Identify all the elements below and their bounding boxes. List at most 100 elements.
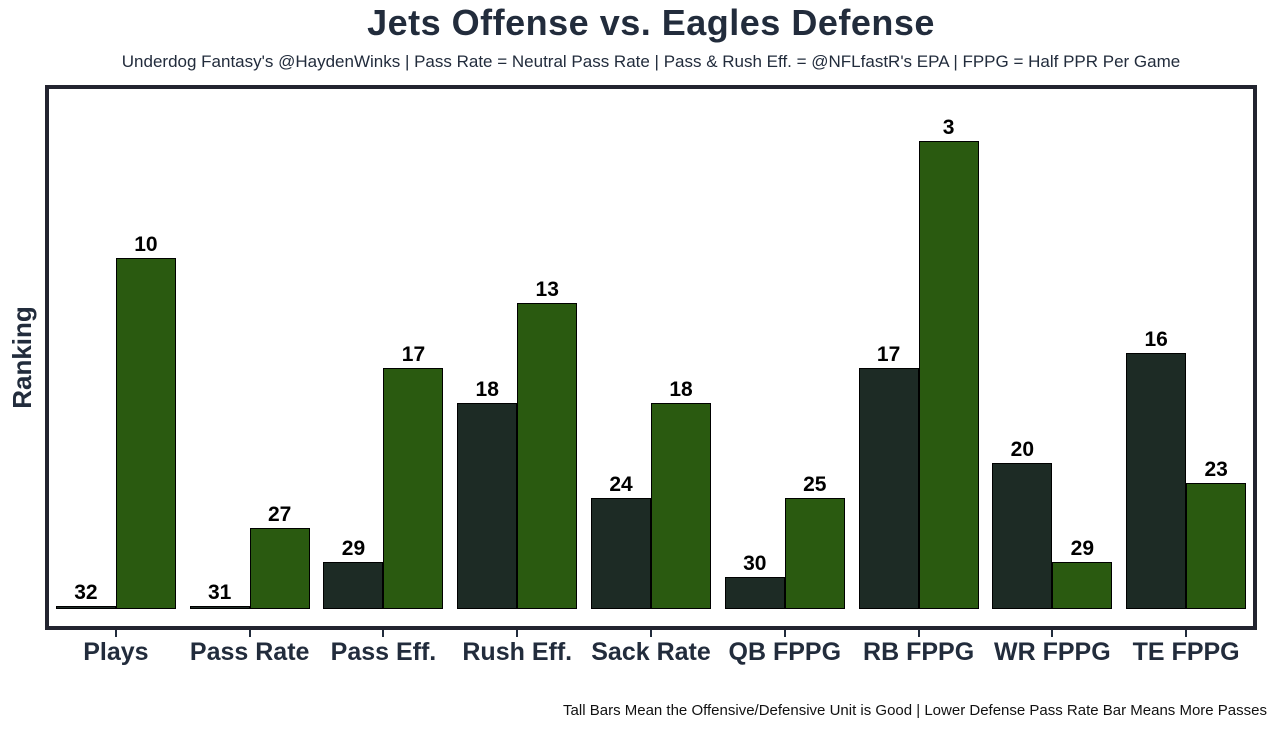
bar bbox=[1126, 353, 1187, 609]
x-axis-label: WR FPPG bbox=[994, 638, 1111, 666]
bar bbox=[858, 368, 919, 609]
bar-group: 18 13 bbox=[450, 89, 584, 609]
x-axis-tick bbox=[1185, 630, 1188, 637]
bar-column: 29 bbox=[1052, 89, 1113, 609]
chart-caption: Tall Bars Mean the Offensive/Defensive U… bbox=[563, 702, 1267, 719]
x-axis-tick bbox=[917, 630, 920, 637]
bar-value-label: 32 bbox=[74, 581, 98, 604]
bar-value-label: 13 bbox=[535, 278, 559, 301]
bar-column: 17 bbox=[383, 89, 444, 609]
bar bbox=[784, 498, 845, 609]
bar-column: 31 bbox=[189, 89, 250, 609]
bar bbox=[55, 606, 116, 609]
bar-group: 30 25 bbox=[718, 89, 852, 609]
bar-column: 25 bbox=[784, 89, 845, 609]
x-axis-label: Plays bbox=[83, 638, 149, 666]
bar-column: 13 bbox=[517, 89, 578, 609]
y-axis-title: Ranking bbox=[0, 85, 45, 630]
x-axis-label: Rush Eff. bbox=[462, 638, 573, 666]
x-axis-label: Sack Rate bbox=[591, 638, 711, 666]
bar-group: 29 17 bbox=[317, 89, 451, 609]
chart-title: Jets Offense vs. Eagles Defense bbox=[367, 2, 935, 43]
bar bbox=[992, 463, 1053, 609]
x-axis-tick-cell bbox=[1119, 630, 1253, 638]
bar-column: 23 bbox=[1186, 89, 1247, 609]
bar-group: 20 29 bbox=[985, 89, 1119, 609]
bar bbox=[517, 303, 578, 609]
x-axis-tick-cell bbox=[49, 630, 183, 638]
bar-value-label: 3 bbox=[942, 116, 955, 139]
bar bbox=[323, 562, 384, 609]
bar-value-label: 27 bbox=[267, 503, 292, 526]
x-axis-tick bbox=[1051, 630, 1054, 637]
y-axis-title-text: Ranking bbox=[7, 306, 38, 409]
x-axis-tick-cell bbox=[450, 630, 584, 638]
x-axis-tick bbox=[114, 630, 117, 637]
bar bbox=[918, 141, 979, 609]
x-axis-label: Pass Eff. bbox=[330, 638, 437, 666]
bar-column: 29 bbox=[323, 89, 384, 609]
bar-column: 32 bbox=[55, 89, 116, 609]
plot-area: 32 10 31 27 29 17 18 13 24 18 30 25 17 3 20 29 16 23 bbox=[45, 85, 1257, 630]
x-axis-label: RB FPPG bbox=[863, 638, 975, 666]
bar bbox=[189, 606, 250, 609]
bar-column: 3 bbox=[918, 89, 979, 609]
x-axis-tick bbox=[382, 630, 385, 637]
bar-value-label: 25 bbox=[803, 473, 827, 496]
bar-column: 16 bbox=[1126, 89, 1187, 609]
bar-group: 16 23 bbox=[1119, 89, 1253, 609]
bar bbox=[115, 258, 176, 609]
bar-value-label: 18 bbox=[669, 378, 693, 401]
bar-value-label: 10 bbox=[134, 233, 158, 256]
bar-value-label: 20 bbox=[1010, 438, 1035, 461]
x-axis-tick-cell bbox=[584, 630, 718, 638]
bar-group: 17 3 bbox=[852, 89, 986, 609]
bar bbox=[724, 577, 785, 609]
bar-column: 10 bbox=[115, 89, 176, 609]
bars-container: 32 10 31 27 29 17 18 13 24 18 30 25 17 3 20 29 16 23 bbox=[49, 89, 1253, 609]
bar-value-label: 31 bbox=[207, 581, 232, 604]
x-axis-tick bbox=[650, 630, 653, 637]
bar-value-label: 29 bbox=[341, 537, 366, 560]
x-axis-tick-cell bbox=[317, 630, 451, 638]
bar-value-label: 17 bbox=[401, 343, 426, 366]
bar-value-label: 30 bbox=[743, 552, 767, 575]
bar bbox=[651, 403, 712, 609]
bar-column: 30 bbox=[724, 89, 785, 609]
x-axis-labels: Plays Pass Rate Pass Eff. Rush Eff. Sack Rat… bbox=[49, 638, 1253, 667]
bar-value-label: 24 bbox=[609, 473, 633, 496]
x-axis-ticks bbox=[49, 630, 1253, 638]
bar bbox=[591, 498, 652, 609]
x-axis-label: QB FPPG bbox=[728, 638, 842, 666]
bar-column: 18 bbox=[457, 89, 518, 609]
bar-column: 20 bbox=[992, 89, 1053, 609]
bar-column: 27 bbox=[249, 89, 310, 609]
bar-value-label: 16 bbox=[1144, 328, 1168, 351]
bar-value-label: 18 bbox=[475, 378, 499, 401]
x-axis-tick bbox=[783, 630, 786, 637]
bar-group: 31 27 bbox=[183, 89, 317, 609]
bar-group: 32 10 bbox=[49, 89, 183, 609]
chart-subtitle: Underdog Fantasy's @HaydenWinks | Pass R… bbox=[121, 52, 1181, 71]
bar-column: 17 bbox=[858, 89, 919, 609]
x-axis-tick-cell bbox=[718, 630, 852, 638]
x-axis-label: TE FPPG bbox=[1132, 638, 1240, 666]
bar-value-label: 29 bbox=[1070, 537, 1095, 560]
bar-group: 24 18 bbox=[584, 89, 718, 609]
x-axis-label: Pass Rate bbox=[189, 638, 310, 666]
x-axis-tick bbox=[516, 630, 519, 637]
bar bbox=[383, 368, 444, 609]
x-axis-tick-cell bbox=[985, 630, 1119, 638]
x-axis-tick-cell bbox=[183, 630, 317, 638]
bar-column: 18 bbox=[651, 89, 712, 609]
x-axis-tick-cell bbox=[852, 630, 986, 638]
bar bbox=[457, 403, 518, 609]
bar bbox=[1052, 562, 1113, 609]
bar bbox=[249, 528, 310, 609]
bar-column: 24 bbox=[591, 89, 652, 609]
bar-value-label: 23 bbox=[1204, 458, 1228, 481]
bar bbox=[1186, 483, 1247, 609]
x-axis-tick bbox=[248, 630, 251, 637]
bar-value-label: 17 bbox=[876, 343, 901, 366]
